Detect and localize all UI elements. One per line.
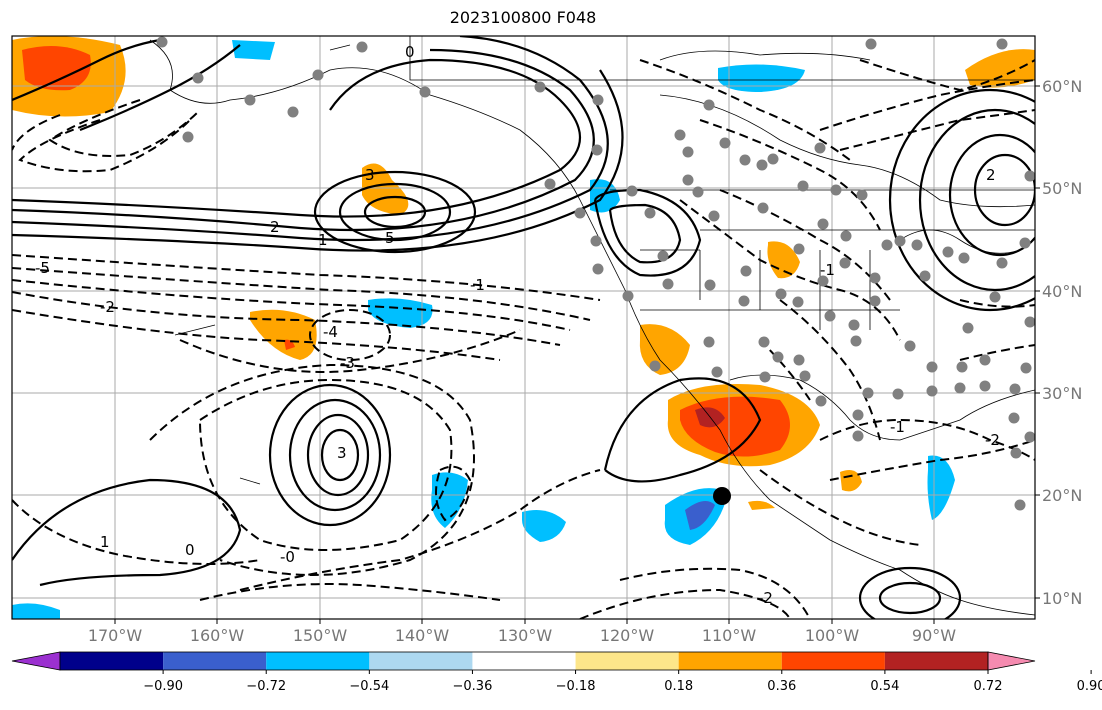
colorbar-tick-label: 0.54 bbox=[870, 679, 899, 694]
shade-darkblue-pac5 bbox=[685, 501, 715, 530]
shade-blue-bc bbox=[590, 179, 620, 213]
lat-label: 10°N bbox=[1042, 589, 1082, 608]
longitude-labels: 170°W 160°W 150°W 140°W 130°W 120°W 110°… bbox=[88, 626, 956, 645]
colorbar-tick-label: 0.36 bbox=[767, 679, 796, 694]
colorbar-tick-label: −0.18 bbox=[556, 679, 596, 694]
latitude-labels: 60°N 50°N 40°N 30°N 20°N 10°N bbox=[1042, 77, 1082, 608]
colorbar-tick-label: −0.54 bbox=[349, 679, 389, 694]
contour-label: 0 bbox=[185, 541, 195, 559]
map-background bbox=[12, 36, 1035, 619]
station-dots bbox=[156, 36, 1035, 511]
shade-blue-pac4 bbox=[522, 509, 566, 542]
colorbar-segment bbox=[369, 652, 473, 670]
contour-label: -2 bbox=[758, 589, 773, 607]
coastlines bbox=[149, 36, 1035, 616]
contour-label: -1 bbox=[820, 261, 835, 279]
colorbar-segment bbox=[781, 652, 885, 670]
colorbar-tick-label: 0.72 bbox=[974, 679, 1003, 694]
lon-label: 130°W bbox=[498, 626, 553, 645]
colorbar-segment bbox=[678, 652, 782, 670]
contour-label: -1 bbox=[890, 418, 905, 436]
shade-orange-pac2 bbox=[250, 309, 317, 360]
map-frame bbox=[11, 35, 1036, 620]
lon-ticks bbox=[114, 619, 935, 624]
lat-label: 30°N bbox=[1042, 384, 1082, 403]
colorbar-segment bbox=[266, 652, 370, 670]
lat-label: 50°N bbox=[1042, 179, 1082, 198]
shade-red-nw bbox=[22, 46, 91, 91]
colorbar-segment bbox=[575, 652, 679, 670]
contour-label: 3 bbox=[365, 166, 375, 184]
shaded-anomaly-regions bbox=[12, 36, 1035, 619]
lat-label: 20°N bbox=[1042, 486, 1082, 505]
colorbar-tick-label: 0.18 bbox=[664, 679, 693, 694]
contour-label: 1 bbox=[318, 231, 328, 249]
contours-dashed bbox=[12, 59, 1035, 619]
contour-labels: 0 1 2 3 5 -1 -2 -3 -4 -5 0 1 2 3 -1 -2 -… bbox=[35, 43, 1000, 607]
colorbar-tick-label: −0.90 bbox=[143, 679, 183, 694]
contour-label: -1 bbox=[470, 276, 485, 294]
colorbar-segment bbox=[163, 652, 267, 670]
lon-label: 140°W bbox=[395, 626, 450, 645]
lon-label: 100°W bbox=[805, 626, 860, 645]
colorbar-frame bbox=[59, 651, 989, 671]
shade-blue-alaska bbox=[232, 40, 275, 60]
lon-label: 150°W bbox=[293, 626, 348, 645]
contour-label: -4 bbox=[323, 323, 338, 341]
colorbar-tick-label: 0.90 bbox=[1077, 679, 1102, 694]
lat-label: 60°N bbox=[1042, 77, 1082, 96]
shade-orange-tx bbox=[767, 241, 800, 279]
shade-orange-small bbox=[748, 500, 775, 510]
contours-solid bbox=[12, 36, 1035, 619]
colorbar-tick-label: −0.36 bbox=[453, 679, 493, 694]
contour-label: -2 bbox=[985, 431, 1000, 449]
shade-blue-sw bbox=[12, 603, 60, 619]
colorbar-segment bbox=[60, 652, 164, 670]
location-marker bbox=[713, 487, 731, 505]
colorbar-extend-min bbox=[11, 651, 61, 671]
lon-label: 160°W bbox=[190, 626, 245, 645]
shade-orange-ne bbox=[965, 49, 1035, 88]
lon-label: 170°W bbox=[88, 626, 143, 645]
contour-label: 2 bbox=[270, 218, 280, 236]
lon-label: 90°W bbox=[912, 626, 956, 645]
contour-label: 0 bbox=[405, 43, 415, 61]
colorbar: −0.90 −0.72 −0.54 −0.36 −0.18 0.18 0.36 0.54 0.7… bbox=[11, 651, 1102, 694]
contour-label: -2 bbox=[100, 298, 115, 316]
lon-label: 120°W bbox=[600, 626, 655, 645]
contour-label: 5 bbox=[385, 229, 395, 247]
contour-label: -0 bbox=[280, 548, 295, 566]
colorbar-segment bbox=[884, 652, 988, 670]
contour-label: 3 bbox=[337, 444, 347, 462]
colorbar-tick-label: −0.72 bbox=[246, 679, 286, 694]
shade-blue-canada bbox=[718, 64, 805, 92]
contour-label: 1 bbox=[100, 533, 110, 551]
lat-label: 40°N bbox=[1042, 282, 1082, 301]
lat-ticks bbox=[1035, 85, 1040, 599]
lon-label: 110°W bbox=[702, 626, 757, 645]
contour-label: -5 bbox=[35, 259, 50, 277]
colorbar-segment bbox=[472, 652, 576, 670]
contour-label: -3 bbox=[340, 354, 355, 372]
map-title: 2023100800 F048 bbox=[449, 8, 597, 27]
contour-label: 2 bbox=[986, 166, 996, 184]
colorbar-extend-max bbox=[987, 651, 1036, 671]
shade-orange-gulf bbox=[840, 469, 862, 492]
